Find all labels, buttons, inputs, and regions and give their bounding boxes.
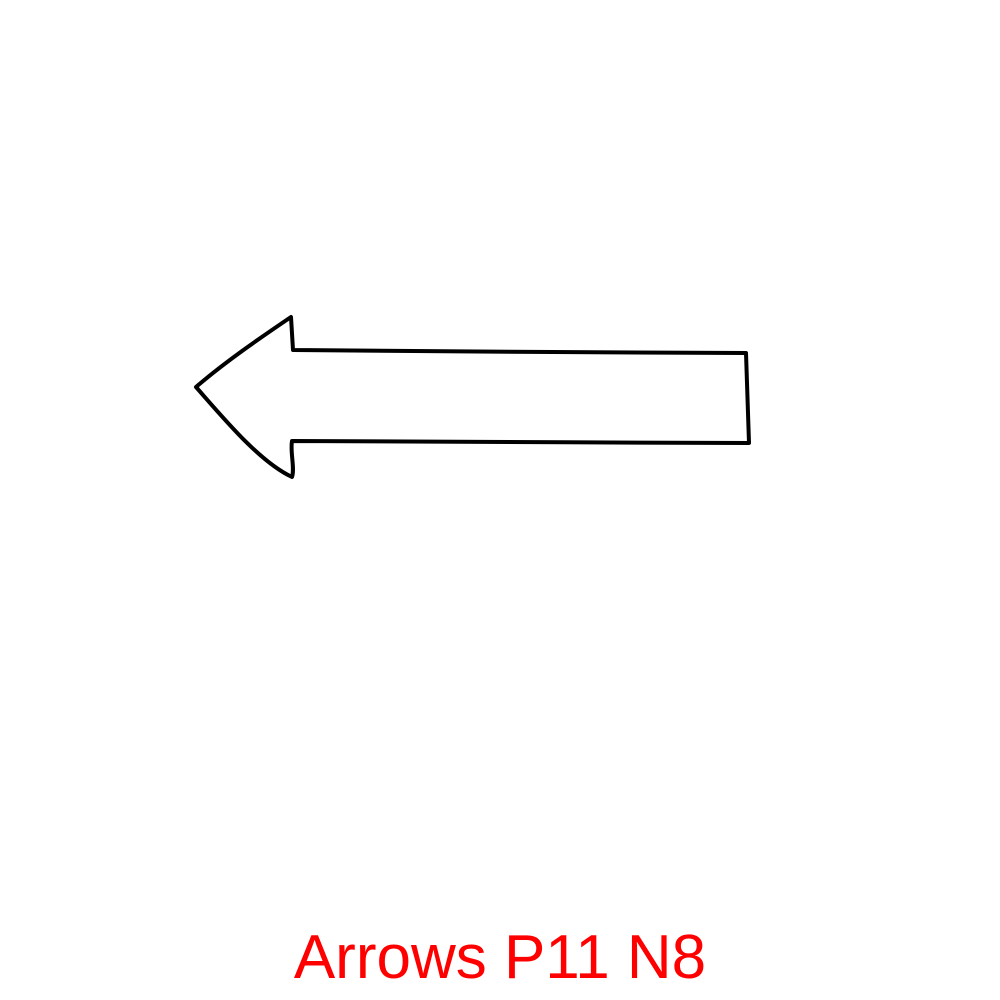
figure-caption: Arrows P11 N8 [293, 923, 707, 992]
arrow-outline [194, 315, 751, 479]
